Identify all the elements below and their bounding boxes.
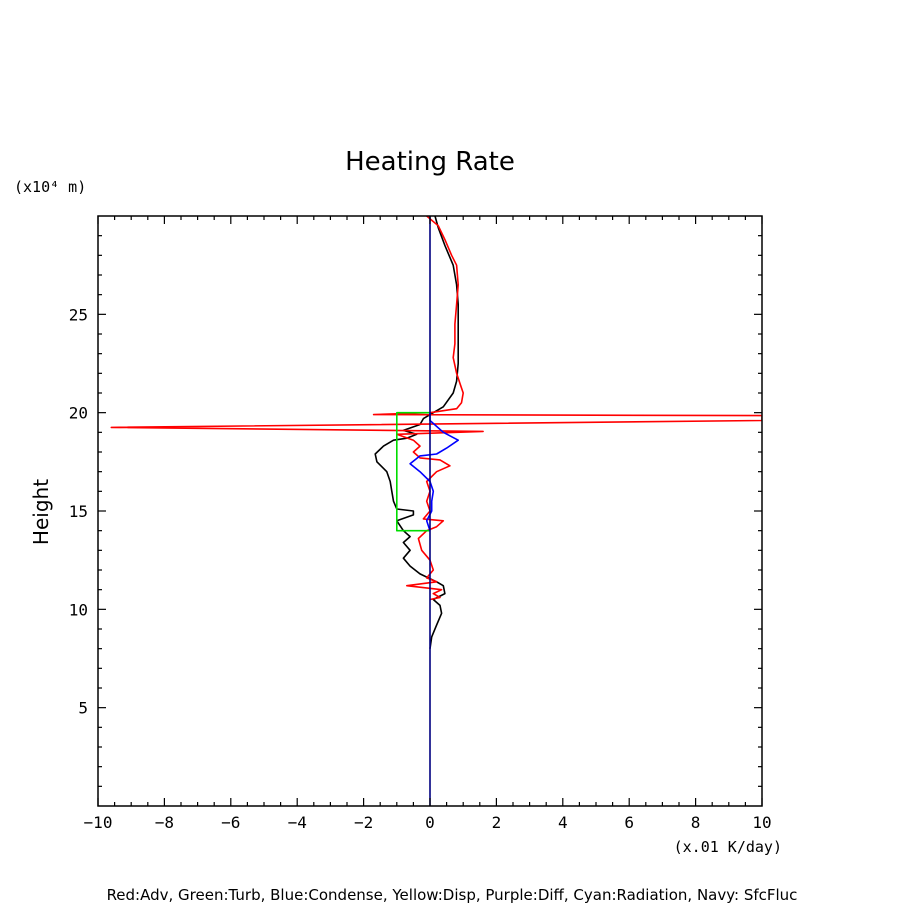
x-tick-label: 10 <box>752 813 771 832</box>
y-tick-label: 20 <box>69 404 88 423</box>
x-tick-label: 4 <box>558 813 568 832</box>
x-tick-label: 6 <box>624 813 634 832</box>
chart-title: Heating Rate <box>345 147 515 177</box>
y-tick-label: 15 <box>69 502 88 521</box>
x-axis-unit: (x.01 K/day) <box>674 838 782 856</box>
axis-ticks: −10 −8 −6 −4 −2 0 2 4 6 8 10 5 10 15 20 25 <box>69 216 772 832</box>
x-tick-label: 8 <box>691 813 701 832</box>
x-tick-label: −4 <box>288 813 307 832</box>
series-line-3 <box>395 411 430 532</box>
x-tick-label: −10 <box>84 813 113 832</box>
x-tick-label: 0 <box>425 813 435 832</box>
series-line-2 <box>110 216 762 601</box>
y-axis-label: Height <box>29 479 53 545</box>
y-tick-label: 25 <box>69 305 88 324</box>
y-tick-label: 10 <box>69 600 88 619</box>
x-tick-label: −8 <box>155 813 174 832</box>
y-axis-unit: (x10⁴ m) <box>14 178 86 196</box>
x-tick-label: −6 <box>221 813 240 832</box>
legend-text: Red:Adv, Green:Turb, Blue:Condense, Yell… <box>107 886 798 904</box>
plot-frame <box>97 215 763 807</box>
series-line-4 <box>409 412 460 531</box>
y-tick-label: 5 <box>78 699 88 718</box>
x-tick-label: 2 <box>492 813 502 832</box>
series-line-1 <box>374 216 460 649</box>
x-tick-label: −2 <box>354 813 373 832</box>
series-layer <box>110 216 762 806</box>
